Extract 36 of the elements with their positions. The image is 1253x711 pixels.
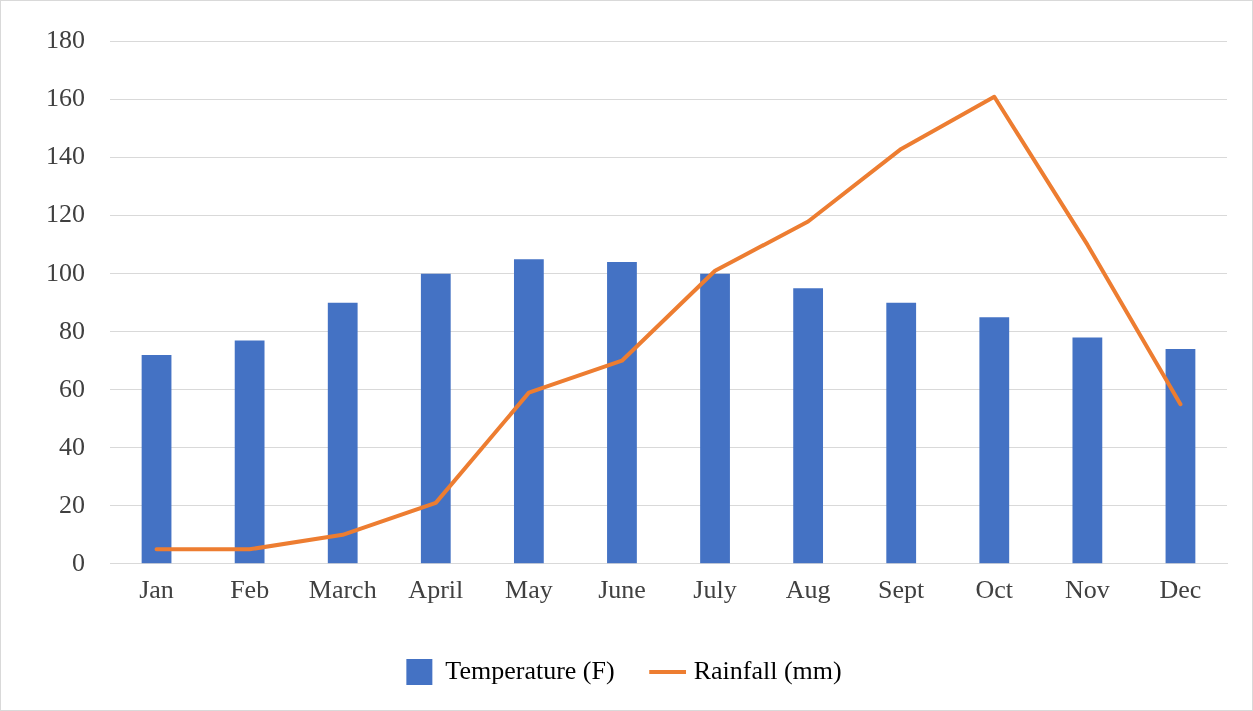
y-tick-label: 180 <box>46 25 85 55</box>
bar <box>1165 349 1196 564</box>
x-tick-label: April <box>408 575 464 605</box>
bar <box>513 259 544 564</box>
y-tick-label: 160 <box>46 83 85 113</box>
x-tick-label: Nov <box>1064 575 1110 605</box>
x-tick-label: Aug <box>785 575 831 605</box>
y-tick-label: 120 <box>46 199 85 229</box>
y-tick-label: 100 <box>46 257 85 287</box>
x-tick-label: March <box>308 575 377 605</box>
x-tick-label: June <box>598 575 646 605</box>
y-tick-label: 40 <box>59 431 85 461</box>
bar <box>886 302 917 564</box>
legend-label: Rainfall (mm) <box>693 655 842 685</box>
x-tick-label: Dec <box>1159 575 1202 605</box>
x-tick-label: Jan <box>139 575 174 605</box>
y-tick-label: 20 <box>59 489 85 519</box>
bar <box>979 317 1010 564</box>
x-tick-label: Feb <box>230 575 270 605</box>
y-tick-label: 60 <box>59 373 85 403</box>
legend-label: Temperature (F) <box>445 655 615 685</box>
bar <box>700 273 730 564</box>
x-tick-label: May <box>505 575 553 605</box>
bar <box>1072 337 1103 564</box>
x-tick-label: Oct <box>975 575 1014 605</box>
y-tick-label: 80 <box>59 315 85 345</box>
bar <box>607 262 637 564</box>
bar <box>234 340 265 564</box>
bar <box>420 273 451 564</box>
bar <box>141 354 172 564</box>
y-tick-label: 140 <box>46 141 85 171</box>
x-tick-label: July <box>693 575 737 605</box>
x-tick-label: Sept <box>878 575 926 605</box>
bar <box>327 302 358 564</box>
y-tick-label: 0 <box>72 547 85 577</box>
bar <box>793 288 824 564</box>
